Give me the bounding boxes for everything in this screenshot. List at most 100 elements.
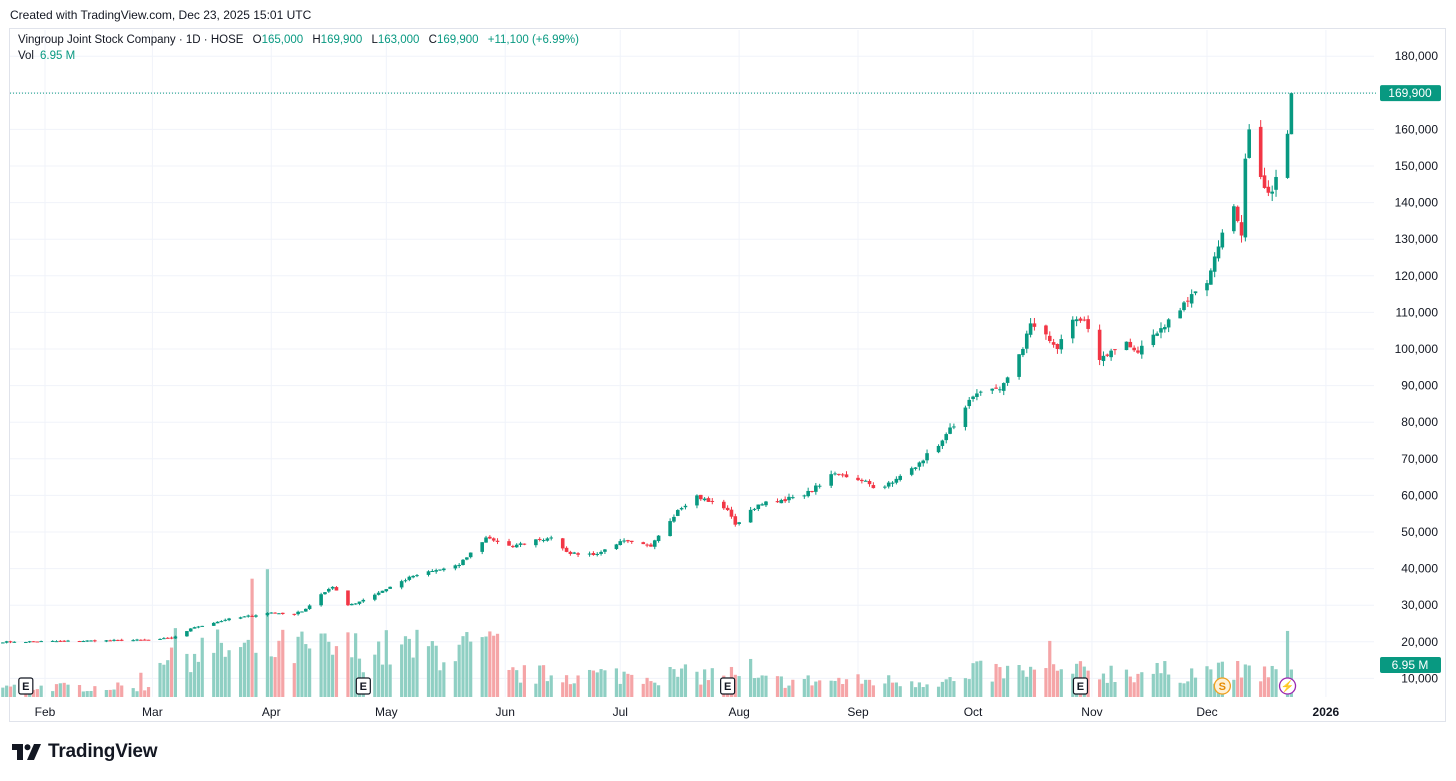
y-tick-label: 80,000 (1401, 415, 1438, 429)
volume-bar (1028, 666, 1033, 697)
volume-bar (465, 632, 469, 697)
candle-body (319, 594, 323, 606)
candle-body (250, 615, 254, 617)
candle-body (54, 641, 59, 643)
volume-bar (495, 633, 500, 697)
volume-bar (1193, 677, 1198, 697)
candle-body (721, 501, 726, 509)
volume-bar (887, 675, 891, 697)
volume-bar (434, 645, 438, 697)
y-tick-label: 60,000 (1401, 488, 1438, 502)
legend-open-label: O (252, 34, 262, 46)
x-tick-label: Jun (496, 705, 515, 719)
candle-body (1070, 319, 1075, 339)
legend-low-label: L (371, 34, 378, 46)
candle-body (856, 477, 860, 481)
volume-bar (1, 687, 5, 697)
candle-body (1086, 319, 1090, 329)
candle-body (576, 553, 580, 555)
candle-body (679, 508, 684, 510)
candle-body (810, 490, 814, 492)
volume-bar (354, 633, 358, 697)
candle-body (269, 612, 274, 614)
volume-bar (1025, 676, 1029, 697)
candle-body (698, 494, 703, 500)
candle-body (488, 536, 492, 539)
volume-bar (162, 664, 166, 697)
candle-body (415, 575, 419, 577)
last-price-badge (1380, 85, 1441, 102)
volume-bar (1190, 668, 1194, 697)
volume-bar (192, 653, 197, 697)
candle-body (925, 453, 929, 461)
volume-bar (304, 644, 308, 697)
volume-bar (802, 679, 806, 697)
candle-body (1159, 328, 1163, 333)
candle-body (58, 640, 63, 642)
x-tick-label: May (375, 705, 398, 719)
volume-bar (1048, 640, 1052, 697)
candle-body (967, 399, 972, 407)
candle-body (514, 544, 519, 548)
candle-body (568, 551, 573, 554)
candle-body (242, 616, 247, 618)
candle-body (863, 480, 868, 482)
volume-bar (1266, 677, 1270, 697)
candle-body (27, 641, 32, 643)
volume-bar (975, 661, 979, 697)
volume-bar (327, 641, 331, 697)
volume-bar (587, 669, 592, 697)
volume-bar (334, 646, 339, 697)
marker-label: ⚡ (1281, 680, 1295, 693)
volume-bar (1209, 669, 1213, 697)
candle-body (668, 521, 672, 537)
volume-bar (323, 633, 327, 697)
candle-body (649, 544, 653, 547)
volume-bar (522, 665, 526, 697)
volume-bar (871, 685, 875, 697)
candle-body (131, 640, 136, 642)
volume-bar (963, 678, 967, 697)
volume-bar (1274, 669, 1278, 697)
tradingview-brand[interactable]: TradingView (12, 741, 158, 763)
candle-body (537, 538, 542, 540)
candle-body (595, 553, 600, 555)
volume-bar (925, 684, 929, 697)
candle-body (1059, 339, 1064, 350)
candle-body (1239, 222, 1244, 236)
volume-bar (564, 675, 569, 697)
volume-bar (1247, 665, 1251, 697)
volume-bar (112, 689, 116, 697)
volume-bar (250, 578, 254, 697)
earnings-marker (720, 677, 736, 695)
volume-bar (1178, 682, 1182, 697)
candle-body (886, 482, 891, 487)
candle-body (1051, 342, 1056, 345)
earnings-marker (355, 677, 371, 695)
y-tick-label: 160,000 (1395, 122, 1439, 136)
volume-bar (645, 677, 649, 697)
candle-body (599, 551, 603, 554)
candle-body (330, 586, 335, 589)
candle-body (1155, 333, 1159, 336)
y-tick-label: 10,000 (1401, 671, 1438, 685)
chart-frame (9, 28, 1446, 722)
volume-bar (1109, 665, 1113, 697)
volume-bar (400, 644, 404, 697)
volume-bar (653, 682, 657, 697)
candle-body (104, 640, 109, 642)
volume-bar (85, 691, 89, 697)
marker-label: E (360, 681, 367, 693)
y-tick-label: 70,000 (1401, 452, 1438, 466)
y-tick-label: 140,000 (1395, 196, 1439, 210)
volume-bar (733, 674, 737, 697)
volume-bar (890, 682, 895, 697)
candle-body (706, 498, 711, 502)
x-tick-label: Dec (1196, 705, 1217, 719)
x-tick-label: 2026 (1313, 705, 1340, 719)
volume-bar (948, 677, 952, 697)
candle-body (1262, 175, 1267, 188)
y-tick-label: 90,000 (1401, 379, 1438, 393)
volume-bar (1044, 668, 1048, 697)
